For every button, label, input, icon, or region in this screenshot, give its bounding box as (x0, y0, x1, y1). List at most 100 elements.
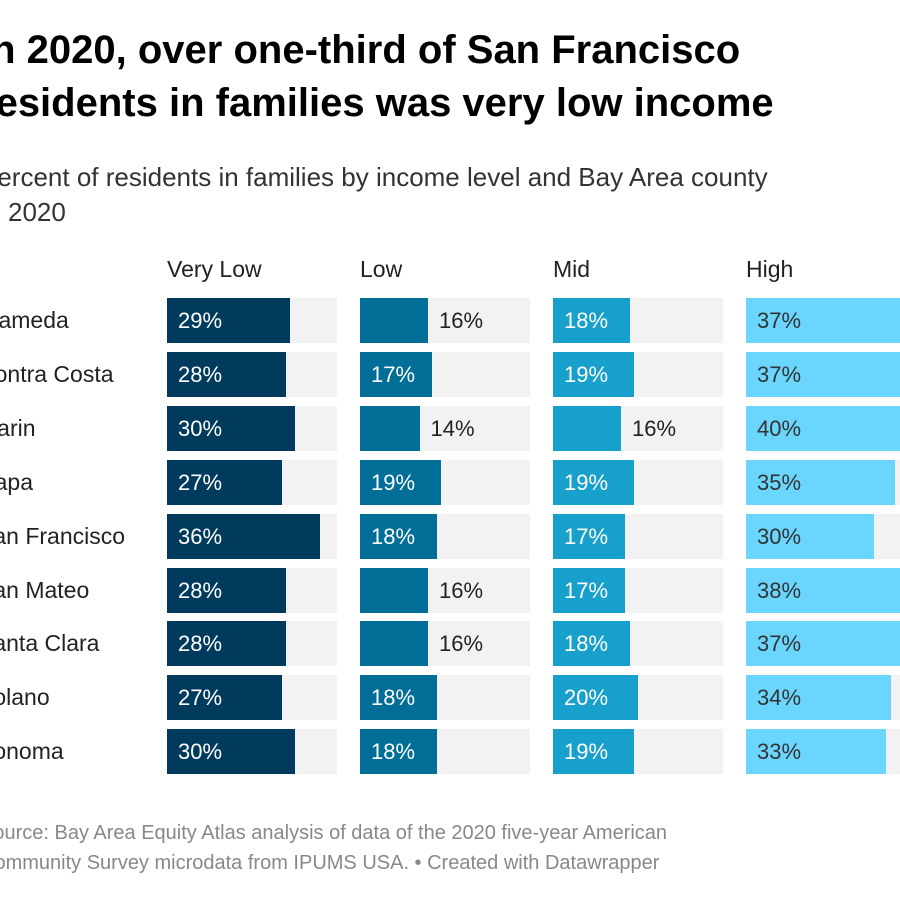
bar-track: 18% (360, 513, 530, 559)
bar-track: 28% (167, 351, 337, 397)
data-label: 40% (757, 415, 802, 441)
bar-track: 36% (167, 513, 337, 559)
column-header: Very Low (167, 256, 262, 282)
bar (360, 513, 437, 559)
bar-track: 19% (553, 459, 723, 505)
data-label: 20% (564, 685, 609, 711)
data-label: 36% (178, 523, 223, 549)
bar (360, 567, 428, 613)
bar (746, 298, 900, 343)
data-label: 30% (178, 415, 223, 441)
bar-track: 18% (360, 729, 530, 775)
bar-track: 27% (167, 459, 337, 505)
data-label: 16% (632, 415, 677, 441)
bar (360, 298, 428, 343)
data-label: 17% (564, 577, 609, 603)
bar-track: 30% (167, 405, 337, 451)
data-label: 30% (178, 739, 223, 765)
bar-track: 16% (360, 567, 530, 613)
data-label: 33% (757, 739, 802, 765)
bar (746, 513, 874, 559)
data-label: 18% (564, 308, 609, 333)
bar (360, 621, 428, 667)
data-label: 17% (564, 523, 609, 549)
row-label: Solano (0, 684, 50, 711)
bar (553, 675, 638, 721)
data-label: 19% (564, 469, 609, 495)
bar-track: 30% (746, 513, 900, 559)
data-label: 19% (564, 361, 609, 387)
bar-track: 28% (167, 621, 337, 667)
bar-track: 37% (746, 621, 900, 667)
data-label: 28% (178, 577, 223, 603)
bar-track: 33% (746, 729, 900, 775)
row-label: Napa (0, 468, 33, 495)
source-line: Community Survey microdata from IPUMS US… (0, 852, 660, 874)
bar (553, 513, 626, 559)
column-header: Mid (553, 256, 591, 282)
bar-track: 27% (167, 675, 337, 721)
data-label: 19% (564, 739, 609, 765)
bar-track: 18% (553, 621, 723, 667)
bar-track: 37% (746, 298, 900, 343)
data-label: 16% (439, 631, 484, 657)
row-label: San Francisco (0, 522, 126, 549)
bar-track: 17% (553, 513, 723, 559)
data-label: 34% (757, 685, 802, 711)
data-label: 37% (757, 361, 802, 387)
data-label: 27% (178, 469, 223, 495)
bar (360, 729, 437, 775)
bar (360, 675, 437, 721)
bar (167, 459, 282, 505)
data-label: 18% (371, 739, 416, 765)
bar (746, 567, 900, 613)
bar-track: 19% (553, 729, 723, 775)
data-label: 14% (430, 415, 475, 441)
bar-track: 19% (553, 351, 723, 397)
data-label: 18% (371, 523, 416, 549)
bar (746, 729, 887, 775)
bar-track: 16% (553, 405, 723, 451)
data-label: 16% (439, 308, 484, 333)
bar-track: 16% (360, 298, 530, 343)
bar (167, 729, 295, 775)
row-label: Santa Clara (0, 630, 100, 657)
data-label: 19% (371, 469, 416, 495)
bar-track: 17% (553, 567, 723, 613)
chart-subtitle-line2: 2020 (8, 197, 66, 227)
data-label: 37% (757, 631, 802, 657)
data-label: 18% (371, 685, 416, 711)
bar (167, 405, 295, 451)
row-label: San Mateo (0, 576, 90, 603)
bar (167, 351, 286, 397)
data-label: 16% (439, 577, 484, 603)
bar (167, 621, 286, 667)
bar (360, 459, 441, 505)
bar (553, 567, 626, 613)
bar (167, 513, 320, 559)
data-label: 29% (178, 308, 223, 333)
bar (360, 405, 420, 451)
data-label: 18% (564, 631, 609, 657)
bar-track: 30% (167, 729, 337, 775)
bar (167, 675, 282, 721)
chart-subtitle: Percent of residents in families by inco… (0, 162, 768, 192)
bar (746, 351, 900, 397)
title-line: residents in families was very low incom… (0, 81, 774, 125)
title-line: In 2020, over one-third of San Francisco (0, 28, 741, 72)
bar-track: 18% (360, 675, 530, 721)
data-label: 28% (178, 631, 223, 657)
data-label: 28% (178, 361, 223, 387)
bar-track: 29% (167, 298, 337, 343)
bar (553, 298, 630, 343)
bar (360, 351, 433, 397)
bar (553, 729, 634, 775)
column-header: Low (360, 256, 403, 282)
data-label: 17% (371, 361, 416, 387)
bar-track: 17% (360, 351, 530, 397)
source-note: Source: Bay Area Equity Atlas analysis o… (0, 818, 667, 878)
bar-track: 37% (746, 351, 900, 397)
bar (746, 405, 900, 451)
data-label: 35% (757, 469, 802, 495)
bar-track: 20% (553, 675, 723, 721)
